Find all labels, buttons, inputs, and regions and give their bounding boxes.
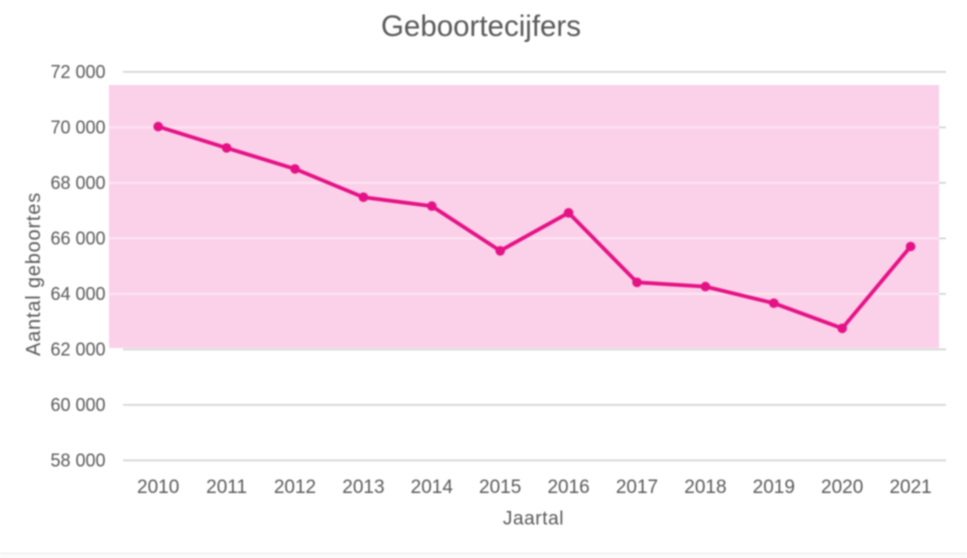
svg-text:64 000: 64 000 <box>50 284 105 304</box>
svg-text:2010: 2010 <box>137 477 179 498</box>
svg-text:2019: 2019 <box>753 477 795 498</box>
svg-text:66 000: 66 000 <box>50 229 105 249</box>
svg-text:68 000: 68 000 <box>50 173 105 193</box>
svg-text:70 000: 70 000 <box>50 118 105 138</box>
svg-text:60 000: 60 000 <box>50 395 105 415</box>
svg-text:2014: 2014 <box>411 477 454 498</box>
svg-text:62 000: 62 000 <box>50 340 105 360</box>
svg-text:72 000: 72 000 <box>50 62 105 82</box>
svg-text:Jaartal: Jaartal <box>503 509 564 530</box>
svg-text:2021: 2021 <box>889 477 931 498</box>
svg-text:Geboortecijfers: Geboortecijfers <box>381 10 581 43</box>
svg-text:Aantal geboortes: Aantal geboortes <box>23 192 45 356</box>
svg-text:2013: 2013 <box>342 477 384 498</box>
svg-text:2017: 2017 <box>616 477 658 498</box>
svg-text:2012: 2012 <box>274 477 316 498</box>
svg-text:2015: 2015 <box>479 477 521 498</box>
svg-text:2020: 2020 <box>821 477 863 498</box>
svg-text:2018: 2018 <box>684 477 726 498</box>
svg-text:58 000: 58 000 <box>50 451 105 471</box>
svg-text:2011: 2011 <box>206 477 247 498</box>
svg-text:2016: 2016 <box>547 477 589 498</box>
